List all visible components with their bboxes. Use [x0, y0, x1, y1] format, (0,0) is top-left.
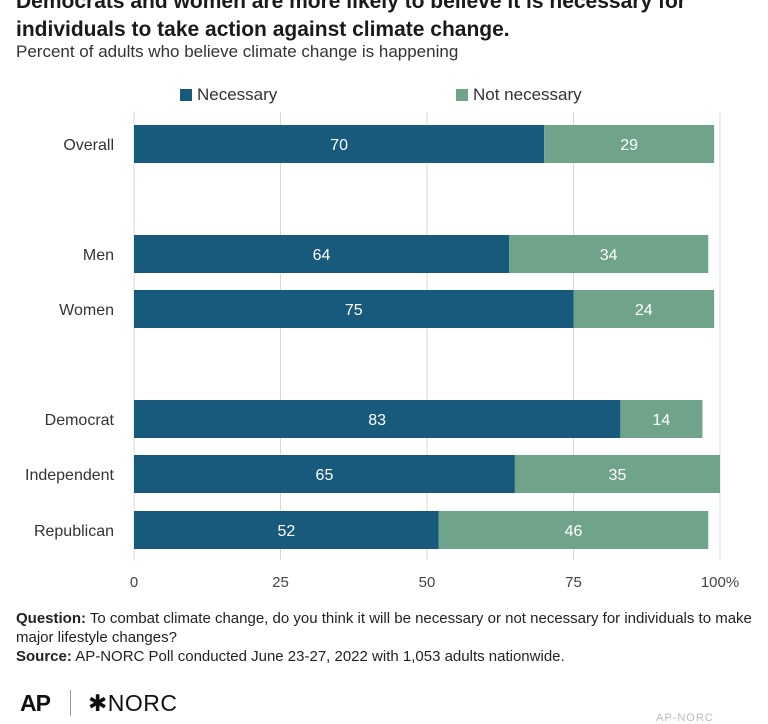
data-label: 52	[277, 523, 295, 540]
data-label: 64	[313, 247, 331, 264]
bar-segment	[134, 290, 574, 328]
bar-segment	[134, 235, 510, 273]
question-text: To combat climate change, do you think i…	[16, 610, 752, 646]
chart-notes: Question: To combat climate change, do y…	[16, 609, 756, 666]
legend-item-not-necessary: Not necessary	[456, 85, 582, 105]
stacked-bar-chart: 0 25 50 75 100% Overall 70 29 Men 64 34 Women 75 24 De…	[25, 112, 739, 591]
bar-segment	[509, 235, 709, 273]
chart-subtitle: Percent of adults who believe climate ch…	[16, 42, 459, 61]
data-label: 29	[620, 137, 638, 154]
bar-segment	[544, 125, 715, 163]
legend-swatch-necessary	[180, 89, 192, 101]
data-label: 35	[609, 467, 627, 484]
bar-segment	[134, 125, 545, 163]
data-label: 24	[635, 302, 653, 319]
bar-segment	[438, 511, 709, 549]
category-label: Men	[83, 247, 114, 264]
x-tick-label: 100%	[701, 574, 739, 591]
bar-segment	[134, 400, 621, 438]
source-label: Source:	[16, 648, 72, 665]
norc-logo: ✱NORC	[87, 689, 178, 716]
x-tick-label: 0	[130, 574, 138, 591]
data-label: 46	[565, 523, 583, 540]
data-label: 65	[316, 467, 334, 484]
x-tick-label: 25	[272, 574, 289, 591]
data-label: 83	[368, 412, 386, 429]
category-label: Democrat	[45, 412, 115, 429]
source-text: AP-NORC Poll conducted June 23-27, 2022 …	[75, 648, 565, 665]
legend-label-not-necessary: Not necessary	[473, 85, 582, 104]
data-label: 70	[330, 137, 348, 154]
question-label: Question:	[16, 610, 86, 627]
x-tick-label: 50	[419, 574, 436, 591]
data-label: 14	[653, 412, 671, 429]
question-note: Question: To combat climate change, do y…	[16, 609, 756, 647]
category-label: Republican	[34, 523, 114, 540]
watermark: AP-NORC	[656, 712, 714, 724]
x-tick-label: 75	[565, 574, 582, 591]
data-label: 34	[600, 247, 618, 264]
logo-bar: AP ✱NORC	[20, 688, 177, 718]
chart-title: Democrats and women are more likely to b…	[16, 0, 686, 41]
legend-item-necessary: Necessary	[180, 85, 277, 105]
bar-segment	[620, 400, 703, 438]
legend-swatch-not-necessary	[456, 89, 468, 101]
legend-label-necessary: Necessary	[197, 85, 278, 104]
category-label: Overall	[63, 137, 114, 154]
data-label: 75	[345, 302, 363, 319]
source-note: Source: AP-NORC Poll conducted June 23-2…	[16, 647, 756, 666]
category-label: Independent	[25, 467, 115, 484]
bar-segment	[514, 455, 720, 493]
category-label: Women	[59, 302, 114, 319]
bar-segment	[573, 290, 715, 328]
norc-logo-text: NORC	[107, 689, 178, 716]
bar-segment	[134, 455, 515, 493]
bar-segment	[134, 511, 439, 549]
logo-divider	[69, 690, 71, 716]
ap-logo: AP	[20, 689, 51, 716]
